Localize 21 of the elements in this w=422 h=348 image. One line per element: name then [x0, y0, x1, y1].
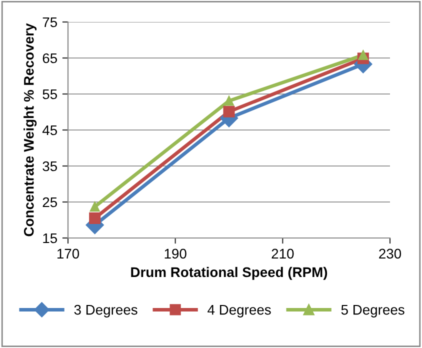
x-axis-title: Drum Rotational Speed (RPM)	[131, 266, 328, 280]
y-tick-label: 25	[42, 197, 58, 208]
y-tick-label: 75	[42, 17, 58, 28]
x-tick-label: 190	[164, 248, 186, 259]
point	[90, 202, 100, 212]
point	[89, 212, 101, 224]
x-tick-label: 170	[57, 248, 80, 259]
point	[224, 96, 234, 106]
y-axis-title: Concentrate Weight % Recovery	[24, 23, 37, 236]
y-tick-label: 35	[42, 161, 58, 172]
y-tick-label: 55	[42, 89, 58, 100]
point	[223, 106, 235, 118]
y-tick-label: 45	[42, 125, 58, 136]
point	[358, 50, 368, 60]
y-tick-label: 65	[42, 53, 58, 64]
legend-label: 4 Degrees	[208, 305, 271, 318]
x-tick-label: 230	[379, 248, 402, 259]
legend-label: 3 Degrees	[74, 304, 138, 318]
x-tick-label: 210	[272, 248, 294, 259]
legend-label: 5 Degrees	[341, 305, 404, 318]
y-tick-label: 15	[43, 233, 58, 244]
